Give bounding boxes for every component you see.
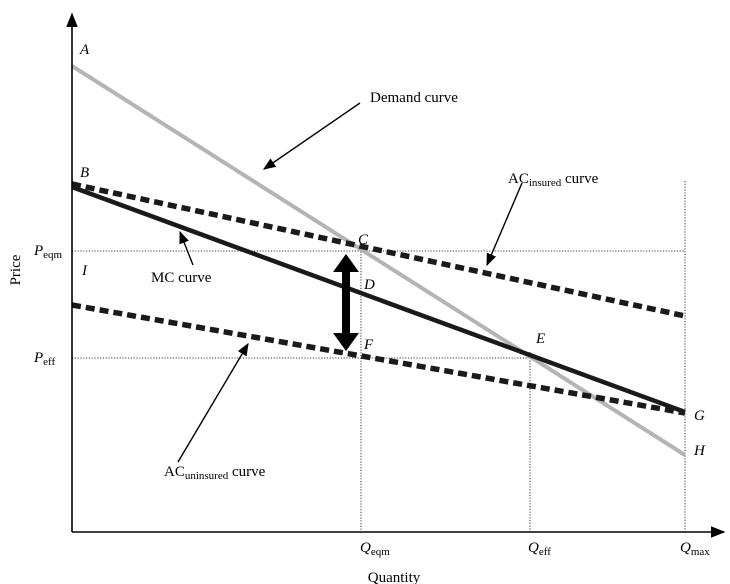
ac-uninsured-curve-label: ACuninsured curve — [164, 464, 266, 482]
point-c-label: C — [358, 232, 369, 248]
y-axis-title: Price — [8, 254, 24, 285]
point-g-label: G — [694, 408, 705, 424]
ac-insured-callout-arrow — [486, 182, 523, 267]
demand-callout-arrow — [262, 102, 361, 170]
gap-double-arrow — [333, 254, 359, 351]
ac-insured-curve-line — [71, 181, 686, 319]
point-e-label: E — [535, 331, 545, 347]
x-tick-q-eqm: Qeqm — [360, 540, 390, 558]
y-tick-p-eqm: Peqm — [33, 243, 63, 261]
demand-curve-line — [70, 64, 687, 457]
x-axis-title: Quantity — [368, 570, 421, 584]
y-tick-p-eff: Peff — [33, 350, 56, 368]
x-tick-q-max: Qmax — [680, 540, 710, 558]
point-labels: A B C D E F G H I — [79, 42, 706, 459]
x-tick-q-eff: Qeff — [528, 540, 551, 558]
mc-callout-arrow — [179, 230, 194, 266]
mc-curve-label: MC curve — [151, 270, 212, 286]
axes — [66, 12, 726, 538]
point-f-label: F — [363, 337, 374, 353]
point-a-label: A — [79, 42, 90, 58]
demand-curve-label: Demand curve — [370, 90, 458, 106]
ac-insured-curve-label: ACinsured curve — [508, 171, 599, 189]
point-d-label: D — [363, 277, 375, 293]
ac-uninsured-callout-arrow — [177, 342, 249, 463]
mc-curve-line — [71, 184, 686, 415]
point-i-label: I — [81, 263, 88, 279]
point-h-label: H — [693, 443, 706, 459]
callout-arrows — [177, 102, 523, 463]
point-b-label: B — [80, 165, 89, 181]
ac-uninsured-curve-line — [71, 302, 686, 416]
